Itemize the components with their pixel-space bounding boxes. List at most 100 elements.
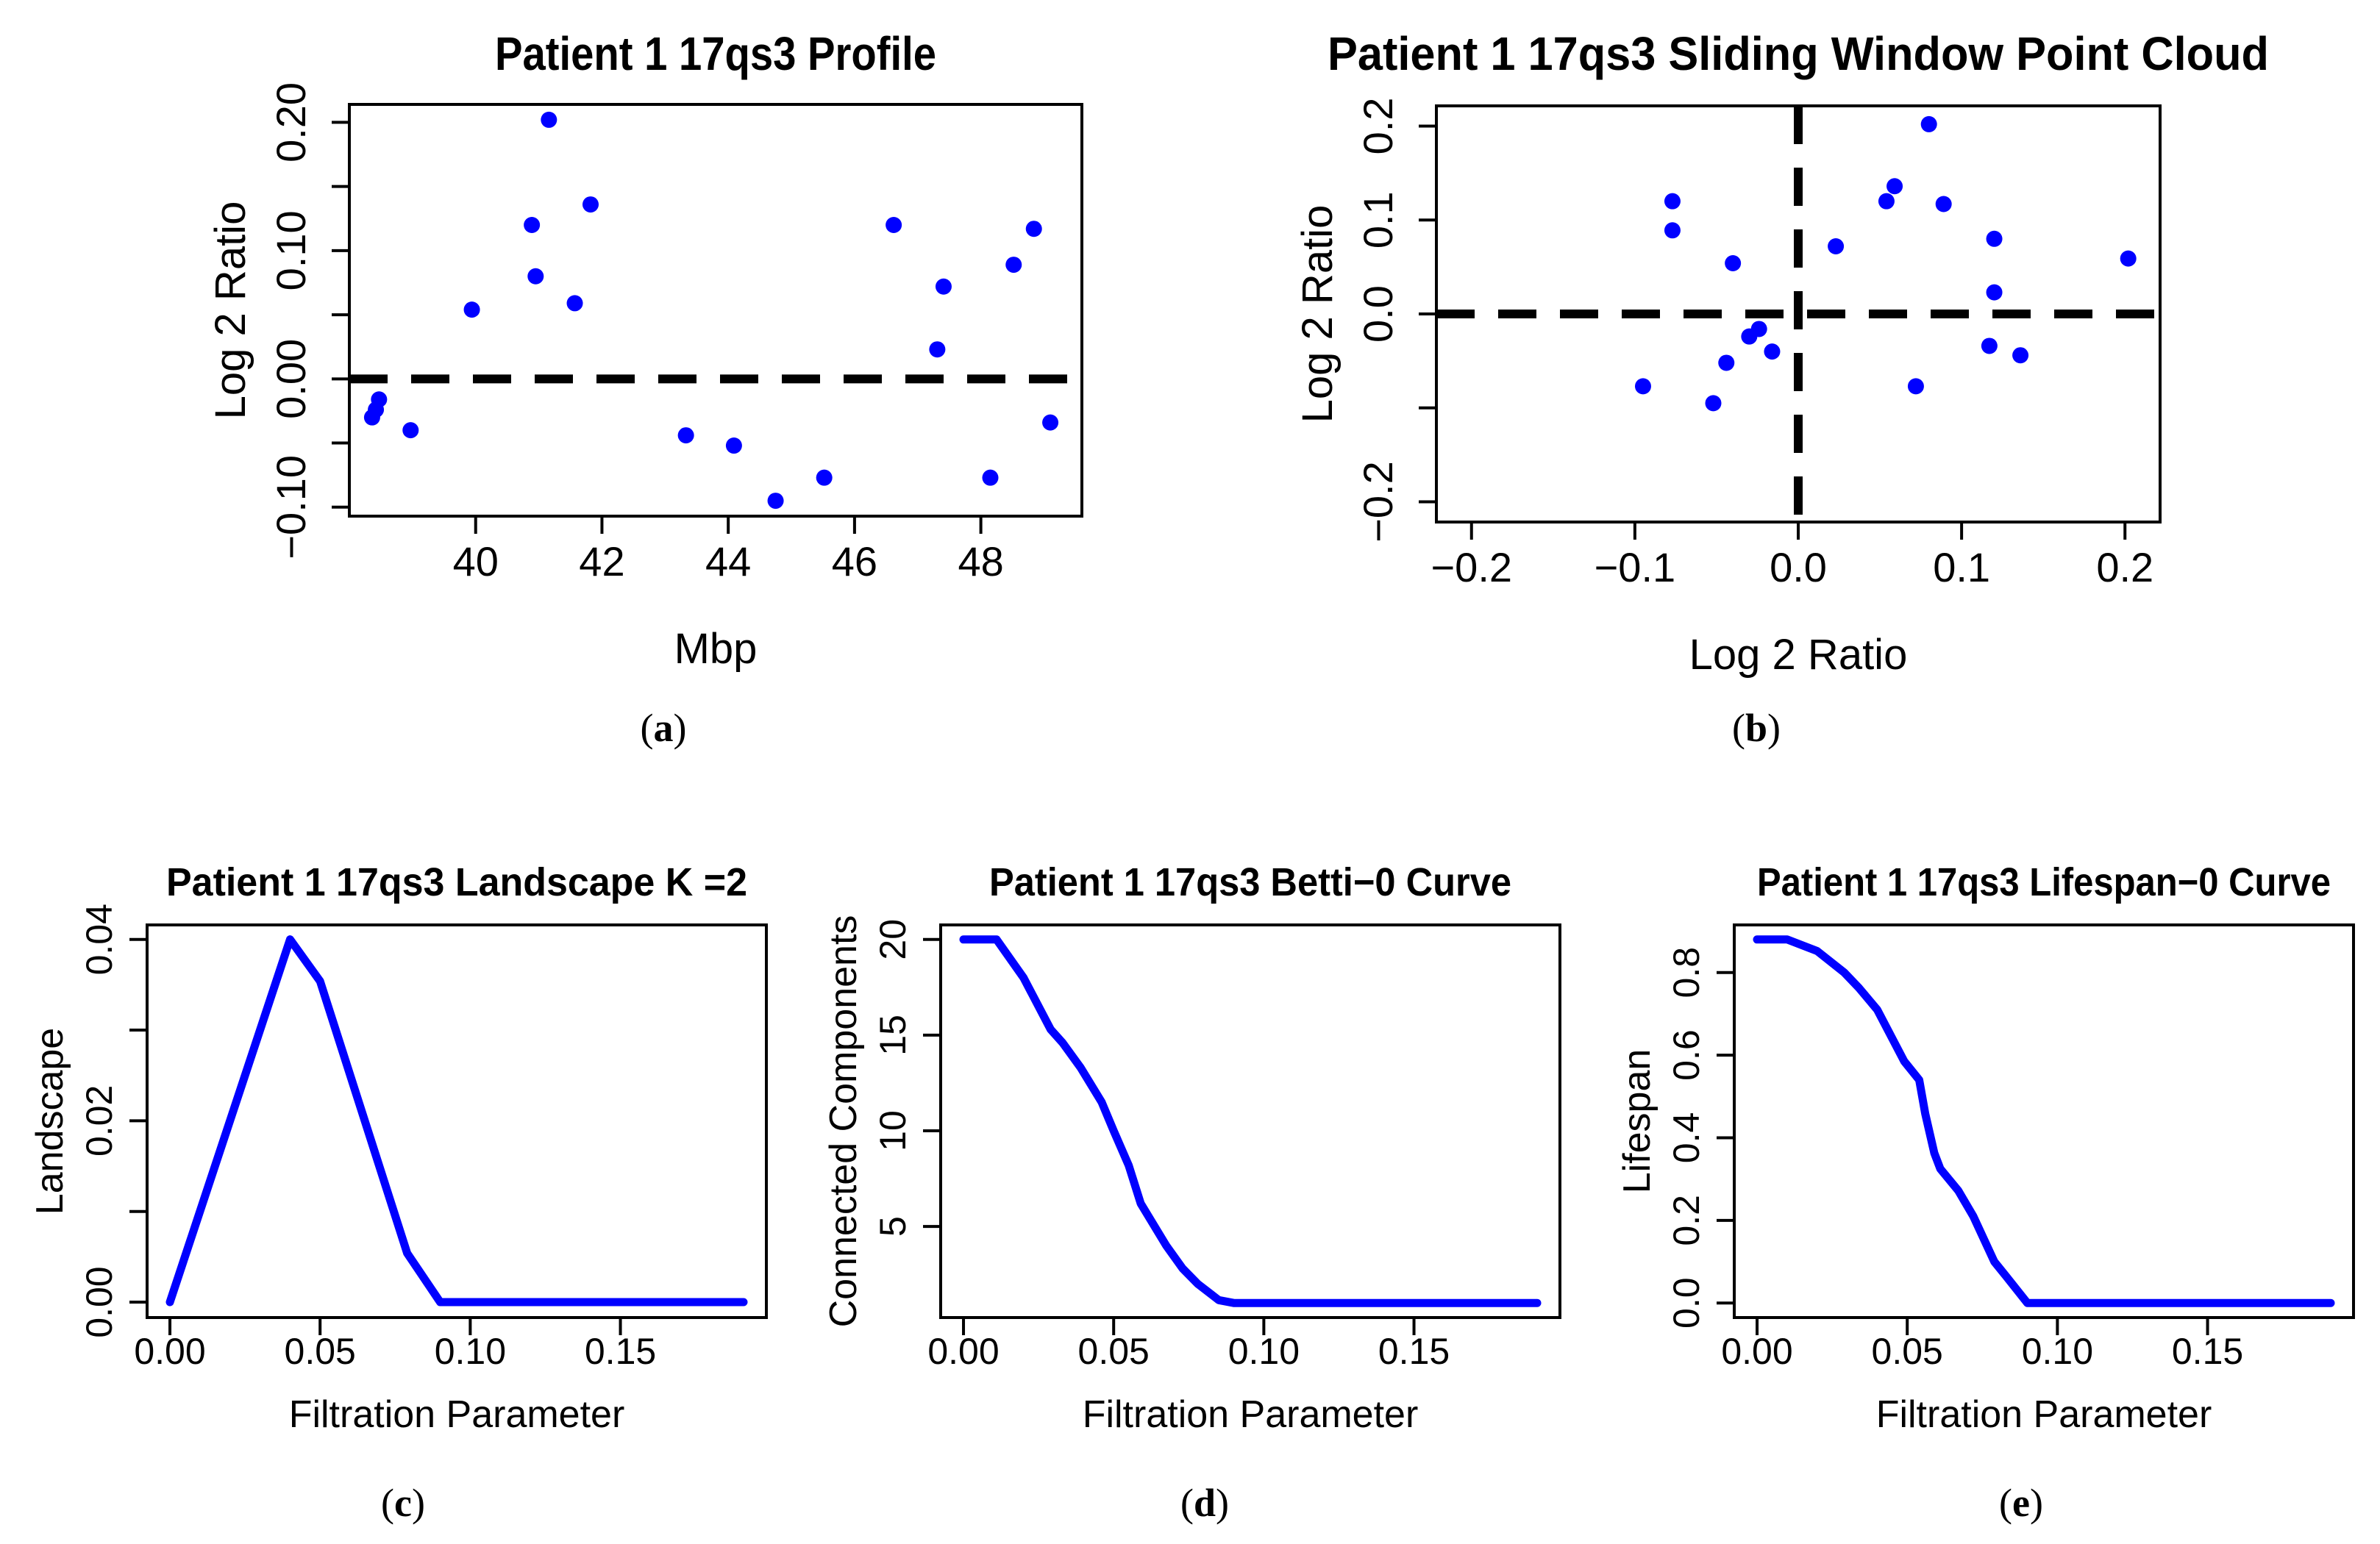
data-point [566, 295, 583, 312]
landscape-chart: 0.00 0.05 0.10 0.15 0.00 0.02 0.04 Patient 1 17… [29, 860, 768, 1525]
panel-caption: (c) [381, 1481, 425, 1525]
data-point [1725, 255, 1742, 272]
data-point [527, 268, 544, 285]
x-tick-label: −0.1 [1595, 544, 1676, 590]
data-point [524, 216, 541, 233]
x-tick-label: 0.10 [2022, 1331, 2093, 1372]
data-point [677, 427, 694, 444]
x-tick-label: 0.00 [1721, 1331, 1792, 1372]
chart-title: Patient 1 17qs3 Landscape K =2 [166, 860, 747, 904]
data-point [929, 341, 946, 358]
data-point [1634, 378, 1651, 395]
x-tick-label: 0.00 [134, 1331, 205, 1372]
chart-panel-point-cloud: −0.2 −0.1 0.0 0.1 0.2 −0.2 0.0 0.1 0.2 Patient 1 … [1190, 0, 2380, 772]
y-tick-label: 0.8 [1666, 947, 1707, 998]
data-point [1005, 257, 1022, 274]
y-tick-label: 5 [872, 1216, 913, 1237]
x-tick-label: 0.05 [1872, 1331, 1943, 1372]
data-point [982, 469, 999, 486]
y-tick-label: 0.00 [268, 339, 314, 419]
chart-title: Patient 1 17qs3 Profile [495, 27, 936, 80]
y-tick-label: 0.04 [79, 904, 120, 975]
y-axis-label: Lifespan [1616, 1049, 1658, 1194]
x-tick-label: 46 [832, 538, 877, 585]
data-point [582, 196, 599, 213]
y-axis-label: Log 2 Ratio [207, 201, 254, 420]
chart-panel-landscape: 0.00 0.05 0.10 0.15 0.00 0.02 0.04 Patient 1 17… [0, 772, 794, 1544]
data-curve [959, 935, 1542, 1307]
x-axis-label: Log 2 Ratio [1689, 631, 1908, 679]
y-tick-label: 0.1 [1355, 191, 1401, 249]
y-tick-label: 15 [872, 1015, 913, 1056]
y-tick-label: 0.2 [1355, 98, 1401, 155]
x-tick-label: 40 [453, 538, 499, 585]
y-tick-label: 0.10 [268, 210, 314, 290]
data-point [1986, 284, 2003, 301]
x-axis-label: Filtration Parameter [289, 1393, 625, 1436]
chart-title: Patient 1 17qs3 Betti−0 Curve [989, 860, 1511, 904]
data-point [2120, 250, 2137, 267]
y-tick-label: 0.2 [1666, 1195, 1707, 1246]
chart-title: Patient 1 17qs3 Lifespan−0 Curve [1757, 860, 2331, 904]
data-point [1664, 193, 1681, 210]
lifespan0-chart: 0.00 0.05 0.10 0.15 0.0 0.2 0.4 0.6 0.8 Patient 1… [1616, 860, 2355, 1525]
data-point [1986, 230, 2003, 247]
data-curve [165, 935, 748, 1307]
y-tick-label: 0.00 [79, 1266, 120, 1337]
plot-box [348, 103, 1083, 518]
panel-caption: (b) [1732, 706, 1781, 750]
data-point [2012, 347, 2029, 364]
data-point [1705, 395, 1722, 412]
x-tick-label: 0.00 [927, 1331, 999, 1372]
y-tick-label: −0.2 [1355, 461, 1401, 543]
data-point [371, 391, 388, 408]
data-point [767, 493, 784, 510]
data-curve [1753, 935, 2335, 1307]
data-point [1750, 321, 1767, 337]
point-cloud-chart: −0.2 −0.1 0.0 0.1 0.2 −0.2 0.0 0.1 0.2 Patient 1 … [1294, 27, 2269, 750]
x-tick-label: 0.10 [435, 1331, 506, 1372]
data-point [816, 469, 833, 486]
panel-caption: (d) [1180, 1481, 1229, 1525]
chart-title: Patient 1 17qs3 Sliding Window Point Clo… [1328, 27, 2269, 80]
chart-panel-profile: 40 42 44 46 48 −0.10 0.00 0.10 0.20 Patient 1 17q… [0, 0, 1190, 772]
x-tick-label: −0.2 [1431, 544, 1512, 590]
x-tick-label: 0.10 [1228, 1331, 1300, 1372]
chart-panel-betti0: 0.00 0.05 0.10 0.15 5 10 15 20 Patient 1 17qs3 B… [794, 772, 1587, 1544]
y-tick-label: 0.02 [79, 1085, 120, 1157]
y-tick-label: 0.0 [1666, 1277, 1707, 1329]
x-axis-label: Filtration Parameter [1876, 1393, 2212, 1436]
x-tick-label: 44 [705, 538, 751, 585]
x-tick-label: 0.1 [1933, 544, 1990, 590]
y-axis-label: Log 2 Ratio [1294, 205, 1342, 423]
data-point [402, 422, 419, 439]
data-point [1935, 196, 1952, 212]
y-tick-label: 0.4 [1666, 1112, 1707, 1164]
data-point [1981, 337, 1998, 354]
plot-box [939, 923, 1561, 1319]
y-tick-label: 0.20 [268, 82, 314, 162]
data-point [1664, 222, 1681, 239]
data-point [463, 301, 480, 318]
y-tick-label: 10 [872, 1110, 913, 1151]
x-tick-label: 0.05 [1078, 1331, 1150, 1372]
x-tick-label: 48 [958, 538, 1003, 585]
x-tick-label: 0.0 [1770, 544, 1827, 590]
data-point [1042, 414, 1059, 431]
data-point [1920, 115, 1937, 132]
x-tick-label: 0.15 [1378, 1331, 1450, 1372]
data-point [1025, 221, 1042, 237]
y-tick-label: −0.10 [268, 455, 314, 560]
data-point [725, 437, 742, 454]
x-tick-label: 0.2 [2096, 544, 2153, 590]
data-point [1718, 354, 1735, 371]
profile-chart: 40 42 44 46 48 −0.10 0.00 0.10 0.20 Patient 1 17q… [207, 27, 1083, 750]
x-tick-label: 42 [579, 538, 624, 585]
x-tick-label: 0.15 [2172, 1331, 2243, 1372]
data-point [935, 278, 952, 295]
y-axis-label: Connected Components [822, 915, 865, 1328]
data-point [1878, 193, 1895, 210]
y-tick-label: 0.6 [1666, 1029, 1707, 1081]
data-point [541, 111, 557, 128]
